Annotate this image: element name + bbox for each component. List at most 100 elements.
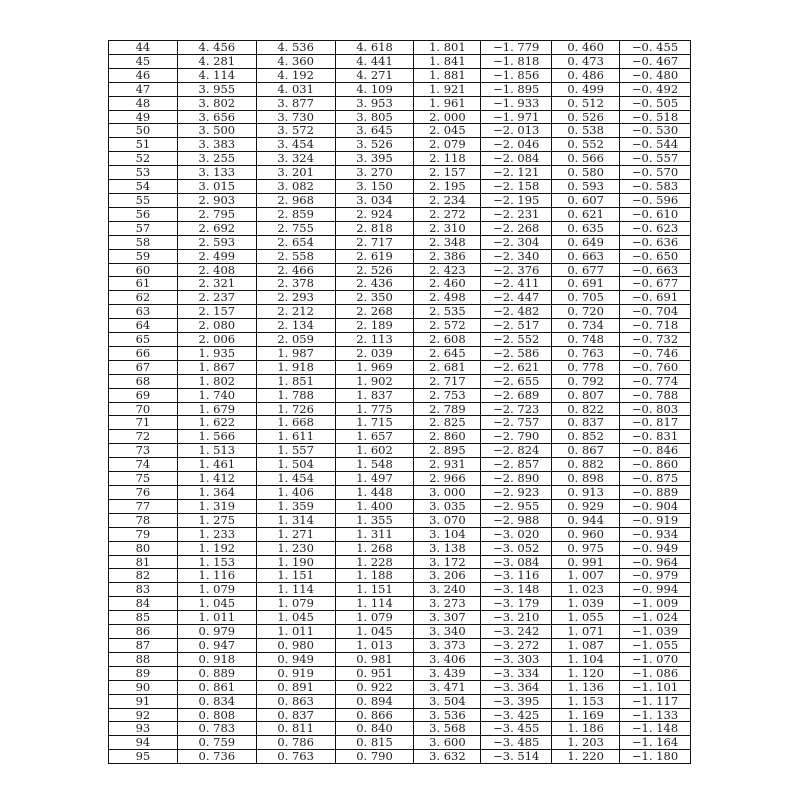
value-cell: 0. 837 bbox=[551, 415, 621, 431]
value-cell: −3. 455 bbox=[480, 721, 553, 737]
value-cell: −2. 824 bbox=[480, 443, 553, 459]
value-cell: 4. 271 bbox=[334, 67, 415, 83]
value-cell: 2. 321 bbox=[176, 276, 257, 292]
value-cell: 2. 903 bbox=[176, 192, 257, 208]
row-index-cell: 64 bbox=[108, 318, 178, 334]
value-cell: −0. 530 bbox=[619, 123, 691, 139]
value-cell: 1. 114 bbox=[334, 596, 415, 612]
value-cell: −0. 979 bbox=[619, 568, 691, 584]
value-cell: 4. 192 bbox=[255, 67, 336, 83]
value-cell: 2. 789 bbox=[413, 401, 482, 417]
row-index-cell: 53 bbox=[108, 165, 178, 181]
value-cell: 1. 319 bbox=[176, 498, 257, 514]
value-cell: −2. 340 bbox=[480, 248, 553, 264]
table-row: 86 0. 979 1. 011 1. 045 3. 340 −3. 242 1. 071−… bbox=[108, 624, 691, 639]
value-cell: −3. 395 bbox=[480, 693, 553, 709]
value-cell: 0. 786 bbox=[255, 735, 336, 751]
table-row: 48 3. 802 3. 877 3. 953 1. 961 −1. 933 0. 512−… bbox=[108, 95, 691, 111]
value-cell: −2. 231 bbox=[480, 206, 553, 222]
value-cell: 0. 951 bbox=[334, 665, 415, 681]
value-cell: 3. 340 bbox=[413, 624, 482, 639]
value-cell: 1. 153 bbox=[176, 554, 257, 570]
value-cell: 3. 568 bbox=[413, 721, 482, 737]
value-cell: 3. 255 bbox=[176, 151, 257, 167]
value-cell: 0. 473 bbox=[551, 53, 621, 69]
value-cell: 1. 228 bbox=[334, 554, 415, 570]
value-cell: 0. 677 bbox=[551, 262, 621, 278]
value-cell: −3. 210 bbox=[480, 610, 553, 626]
value-cell: 0. 720 bbox=[551, 304, 621, 320]
table-row: 82 1. 116 1. 151 1. 188 3. 206 −3. 116 1. 007−… bbox=[108, 568, 691, 584]
value-cell: 1. 169 bbox=[551, 707, 621, 723]
value-cell: 1. 359 bbox=[255, 498, 336, 514]
value-cell: −0. 934 bbox=[619, 526, 691, 542]
row-index-cell: 65 bbox=[108, 332, 178, 347]
table-body: 44 4. 456 4. 536 4. 618 1. 801 −1. 779 0. 460−… bbox=[108, 40, 691, 765]
value-cell: 2. 966 bbox=[413, 471, 482, 486]
value-cell: −0. 817 bbox=[619, 415, 691, 431]
value-cell: −1. 086 bbox=[619, 665, 691, 681]
row-index-cell: 83 bbox=[108, 582, 178, 598]
value-cell: −2. 890 bbox=[480, 471, 553, 486]
value-cell: 3. 133 bbox=[176, 165, 257, 181]
value-cell: −0. 904 bbox=[619, 498, 691, 514]
value-cell: 3. 802 bbox=[176, 95, 257, 111]
table-row: 91 0. 834 0. 863 0. 894 3. 504 −3. 395 1. 153−… bbox=[108, 693, 691, 709]
value-cell: 0. 913 bbox=[551, 485, 621, 500]
value-cell: 1. 087 bbox=[551, 637, 621, 653]
row-index-cell: 73 bbox=[108, 443, 178, 459]
value-cell: 0. 979 bbox=[176, 624, 257, 639]
value-cell: −2. 655 bbox=[480, 373, 553, 389]
value-cell: 3. 324 bbox=[255, 151, 336, 167]
table-row: 50 3. 500 3. 572 3. 645 2. 045 −2. 013 0. 538−… bbox=[108, 123, 691, 139]
value-cell: 1. 668 bbox=[255, 415, 336, 431]
value-cell: 1. 802 bbox=[176, 373, 257, 389]
value-cell: 2. 378 bbox=[255, 276, 336, 292]
value-cell: −0. 583 bbox=[619, 179, 691, 194]
value-cell: 1. 400 bbox=[334, 498, 415, 514]
row-index-cell: 95 bbox=[108, 749, 178, 765]
value-cell: 3. 035 bbox=[413, 498, 482, 514]
row-index-cell: 75 bbox=[108, 471, 178, 486]
value-cell: −0. 919 bbox=[619, 512, 691, 528]
value-cell: −2. 376 bbox=[480, 262, 553, 278]
table-row: 72 1. 566 1. 611 1. 657 2. 860 −2. 790 0. 852−… bbox=[108, 429, 691, 445]
table-row: 46 4. 114 4. 192 4. 271 1. 881 −1. 856 0. 486−… bbox=[108, 67, 691, 83]
value-cell: −1. 117 bbox=[619, 693, 691, 709]
row-index-cell: 74 bbox=[108, 457, 178, 473]
value-cell: −3. 148 bbox=[480, 582, 553, 598]
table-row: 54 3. 015 3. 082 3. 150 2. 195 −2. 158 0. 593−… bbox=[108, 179, 691, 194]
value-cell: −0. 677 bbox=[619, 276, 691, 292]
value-cell: −2. 013 bbox=[480, 123, 553, 139]
value-cell: 2. 825 bbox=[413, 415, 482, 431]
row-index-cell: 86 bbox=[108, 624, 178, 639]
value-cell: 1. 120 bbox=[551, 665, 621, 681]
value-cell: 1. 364 bbox=[176, 485, 257, 500]
row-index-cell: 60 bbox=[108, 262, 178, 278]
value-cell: 2. 818 bbox=[334, 220, 415, 236]
value-cell: 2. 753 bbox=[413, 387, 482, 403]
row-index-cell: 94 bbox=[108, 735, 178, 751]
value-cell: −0. 746 bbox=[619, 345, 691, 361]
value-cell: 1. 233 bbox=[176, 526, 257, 542]
table-row: 88 0. 918 0. 949 0. 981 3. 406 −3. 303 1. 104−… bbox=[108, 651, 691, 667]
row-index-cell: 44 bbox=[108, 40, 178, 55]
value-cell: 2. 645 bbox=[413, 345, 482, 361]
value-cell: 2. 118 bbox=[413, 151, 482, 167]
value-cell: 2. 526 bbox=[334, 262, 415, 278]
value-cell: 1. 987 bbox=[255, 345, 336, 361]
value-cell: −0. 831 bbox=[619, 429, 691, 445]
value-cell: 4. 031 bbox=[255, 81, 336, 97]
value-cell: 1. 657 bbox=[334, 429, 415, 445]
value-cell: 1. 045 bbox=[334, 624, 415, 639]
table-row: 45 4. 281 4. 360 4. 441 1. 841 −1. 818 0. 473−… bbox=[108, 53, 691, 69]
value-cell: 0. 960 bbox=[551, 526, 621, 542]
value-cell: −2. 923 bbox=[480, 485, 553, 500]
value-cell: 0. 663 bbox=[551, 248, 621, 264]
value-cell: −0. 949 bbox=[619, 540, 691, 556]
table-row: 68 1. 802 1. 851 1. 902 2. 717 −2. 655 0. 792−… bbox=[108, 373, 691, 389]
value-cell: 2. 059 bbox=[255, 332, 336, 347]
value-cell: −2. 447 bbox=[480, 290, 553, 306]
value-cell: −3. 179 bbox=[480, 596, 553, 612]
value-cell: 0. 922 bbox=[334, 679, 415, 695]
